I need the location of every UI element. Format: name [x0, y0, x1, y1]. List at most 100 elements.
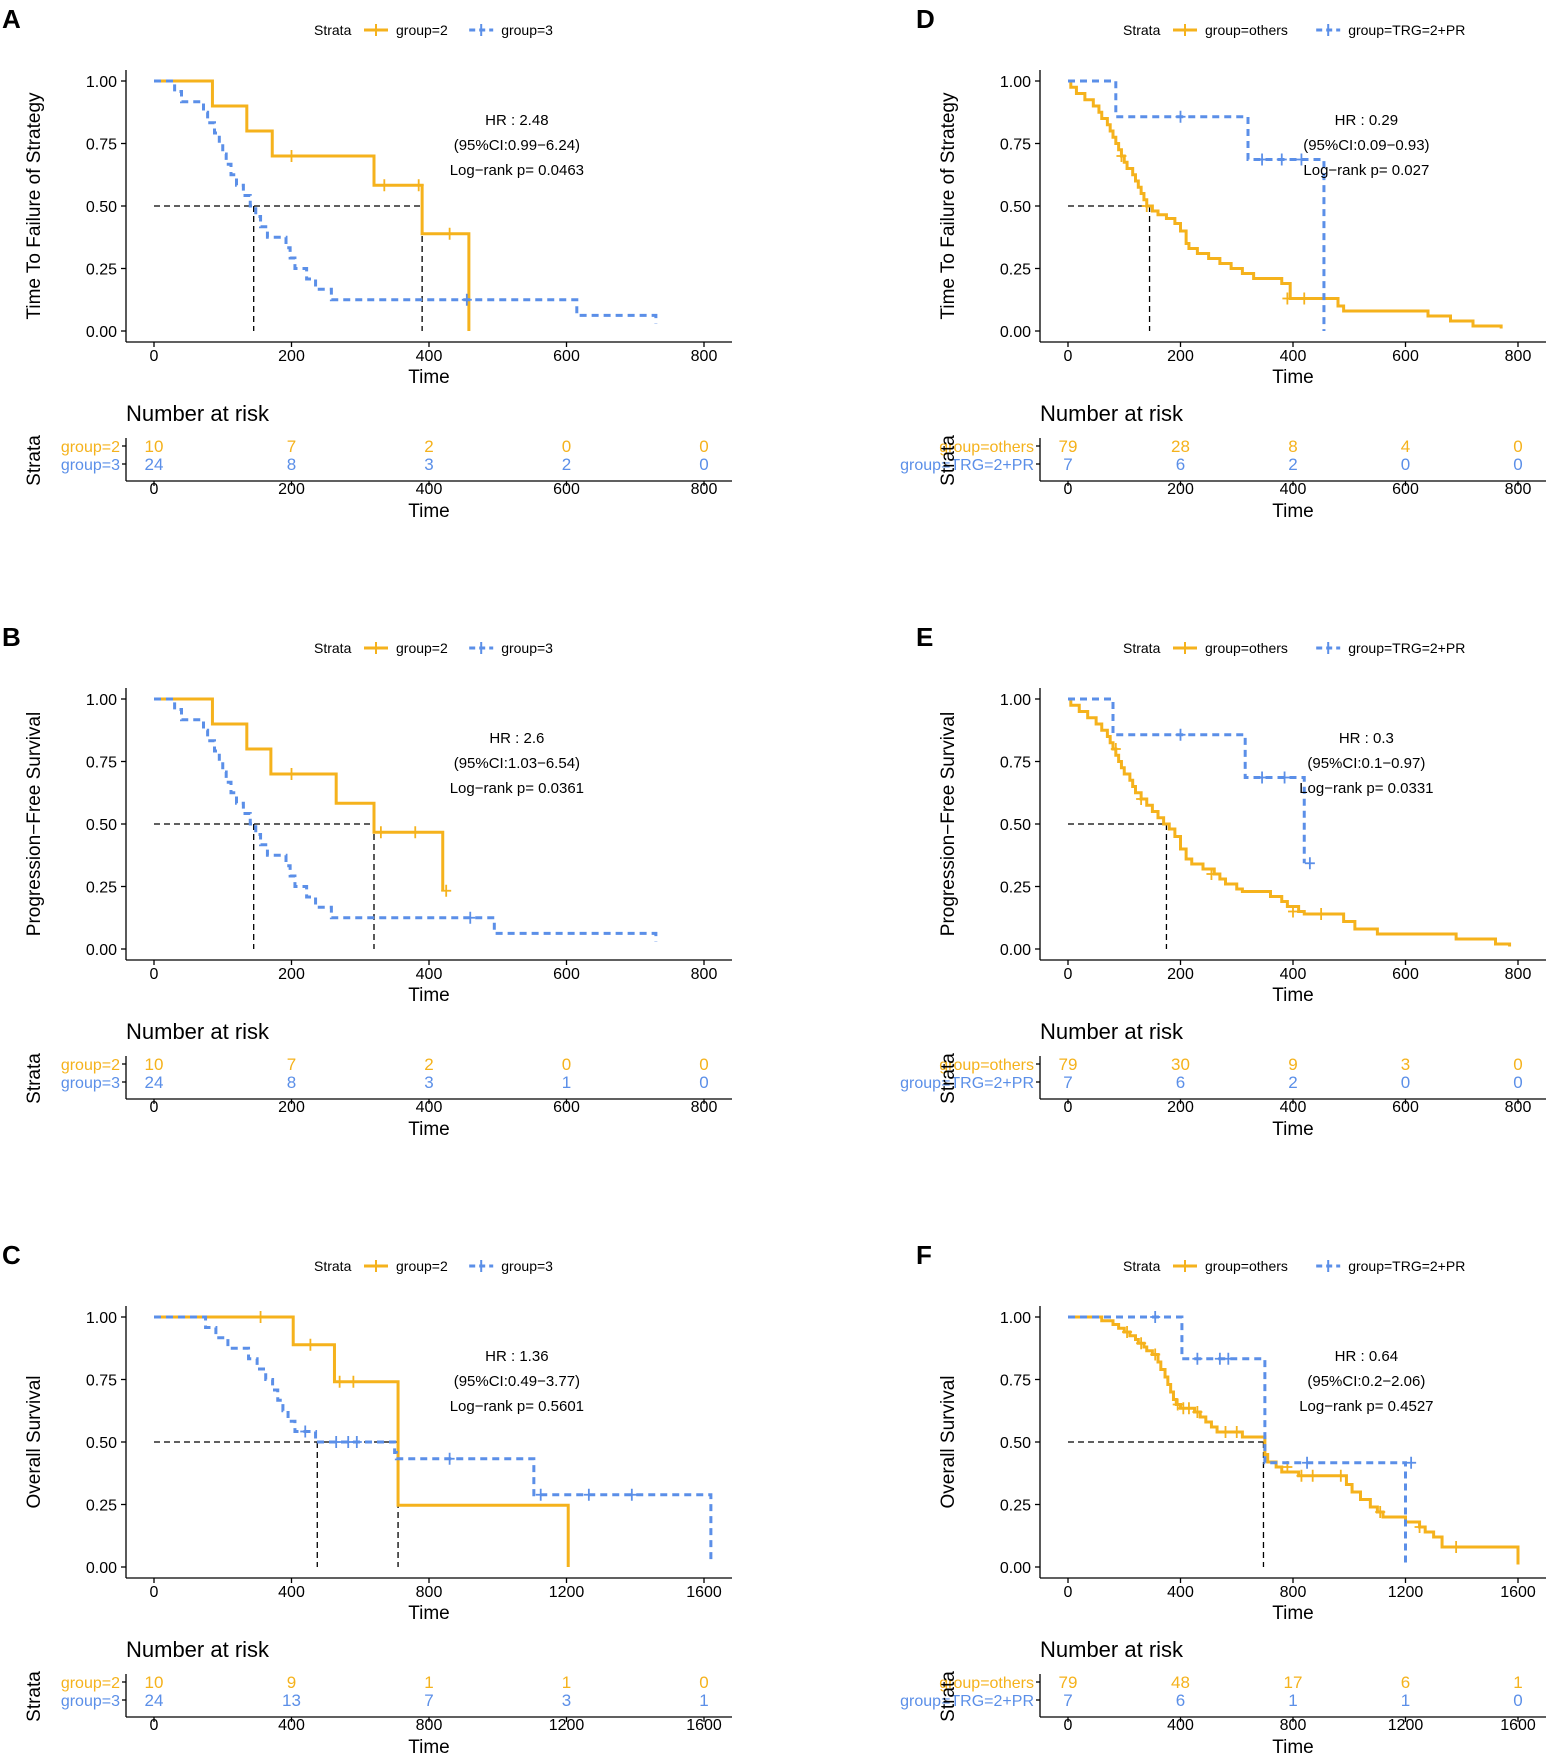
- legend-label: group=2: [396, 22, 448, 38]
- risk-x-axis-label: Time: [408, 1119, 450, 1140]
- y-tick-label: 0.50: [86, 199, 117, 216]
- x-tick-label: 200: [278, 348, 305, 365]
- risk-count: 13: [282, 1691, 301, 1710]
- risk-count: 8: [287, 1073, 296, 1092]
- x-tick-label: 1200: [1388, 1584, 1424, 1601]
- legend-label: group=3: [501, 640, 553, 656]
- risk-row-label: group=TRG=2+PR: [900, 1693, 1034, 1710]
- risk-x-tick-label: 400: [1167, 1717, 1194, 1734]
- x-tick-label: 600: [553, 348, 580, 365]
- p-text: Log−rank p= 0.4527: [1299, 1398, 1433, 1415]
- x-tick-label: 600: [553, 966, 580, 983]
- risk-count: 8: [1288, 437, 1297, 456]
- x-tick-label: 800: [1505, 348, 1532, 365]
- risk-y-axis-label: Strata: [938, 435, 959, 486]
- x-tick-label: 800: [1505, 966, 1532, 983]
- risk-x-tick-label: 1200: [549, 1717, 585, 1734]
- risk-row-label: group=others: [939, 1675, 1034, 1692]
- x-tick-label: 600: [1392, 966, 1419, 983]
- panel-letter: D: [916, 4, 935, 34]
- risk-count: 3: [424, 455, 433, 474]
- y-tick-label: 0.25: [1000, 880, 1031, 897]
- risk-x-tick-label: 800: [1280, 1717, 1307, 1734]
- x-tick-label: 0: [150, 348, 159, 365]
- x-tick-label: 0: [150, 966, 159, 983]
- legend-title: Strata: [1123, 1258, 1161, 1274]
- km-curve-2: [154, 79, 658, 324]
- risk-count: 8: [287, 455, 296, 474]
- risk-count: 0: [1513, 437, 1522, 456]
- y-tick-label: 0.00: [86, 942, 117, 959]
- risk-count: 6: [1176, 1073, 1185, 1092]
- risk-count: 2: [424, 437, 433, 456]
- y-tick-label: 0.25: [86, 262, 117, 279]
- risk-title: Number at risk: [1040, 1019, 1184, 1044]
- ci-text: (95%CI:0.2−2.06): [1307, 1373, 1425, 1390]
- y-tick-label: 0.50: [86, 817, 117, 834]
- risk-count: 24: [145, 1691, 164, 1710]
- risk-x-tick-label: 200: [1167, 481, 1194, 498]
- risk-count: 1: [1513, 1673, 1522, 1692]
- y-tick-label: 0.75: [1000, 1373, 1031, 1390]
- x-tick-label: 400: [1167, 1584, 1194, 1601]
- y-tick-label: 0.00: [86, 324, 117, 341]
- km-curve-1: [154, 79, 471, 331]
- legend-title: Strata: [1123, 22, 1161, 38]
- legend-label: group=others: [1205, 640, 1288, 656]
- risk-count: 1: [1401, 1691, 1410, 1710]
- risk-row-label: group=2: [61, 1675, 120, 1692]
- risk-row-label: group=TRG=2+PR: [900, 457, 1034, 474]
- legend-title: Strata: [314, 1258, 352, 1274]
- risk-x-tick-label: 200: [278, 481, 305, 498]
- km-curve-1: [154, 697, 445, 891]
- risk-x-tick-label: 1600: [686, 1717, 722, 1734]
- risk-count: 0: [1513, 1691, 1522, 1710]
- risk-count: 7: [287, 437, 296, 456]
- risk-count: 4: [1401, 437, 1410, 456]
- p-text: Log−rank p= 0.5601: [450, 1398, 584, 1415]
- ci-text: (95%CI:0.49−3.77): [454, 1373, 580, 1390]
- legend-label: group=3: [501, 22, 553, 38]
- risk-x-tick-label: 1600: [1500, 1717, 1536, 1734]
- risk-count: 9: [1288, 1055, 1297, 1074]
- risk-count: 24: [145, 455, 164, 474]
- legend-title: Strata: [314, 22, 352, 38]
- y-tick-label: 1.00: [86, 692, 117, 709]
- risk-y-axis-label: Strata: [24, 1053, 45, 1104]
- panel-letter: B: [2, 622, 21, 652]
- risk-count: 0: [699, 437, 708, 456]
- panel-c: C Strata group=2 group=30.000.250.500.751.0…: [2, 1240, 732, 1758]
- km-curve-1: [154, 1315, 570, 1567]
- risk-count: 10: [145, 437, 164, 456]
- hr-text: HR : 2.6: [489, 730, 544, 747]
- risk-row-label: group=TRG=2+PR: [900, 1075, 1034, 1092]
- legend-title: Strata: [314, 640, 352, 656]
- panel-letter: C: [2, 1240, 21, 1270]
- y-tick-label: 0.75: [86, 137, 117, 154]
- y-tick-label: 0.50: [1000, 817, 1031, 834]
- y-tick-label: 1.00: [1000, 1310, 1031, 1327]
- risk-x-axis-label: Time: [1272, 1737, 1314, 1758]
- risk-x-axis-label: Time: [1272, 1119, 1314, 1140]
- risk-count: 7: [1063, 455, 1072, 474]
- x-tick-label: 800: [691, 966, 718, 983]
- risk-x-tick-label: 400: [416, 481, 443, 498]
- risk-x-tick-label: 600: [553, 481, 580, 498]
- y-tick-label: 0.00: [1000, 1560, 1031, 1577]
- x-tick-label: 0: [1064, 966, 1073, 983]
- legend-label: group=3: [501, 1258, 553, 1274]
- y-tick-label: 0.50: [86, 1435, 117, 1452]
- risk-count: 1: [562, 1073, 571, 1092]
- y-tick-label: 1.00: [86, 74, 117, 91]
- p-text: Log−rank p= 0.0331: [1299, 780, 1433, 797]
- risk-row-label: group=3: [61, 1075, 120, 1092]
- ci-text: (95%CI:0.09−0.93): [1303, 137, 1429, 154]
- km-curve-2: [154, 1315, 713, 1560]
- hr-text: HR : 1.36: [485, 1348, 548, 1365]
- y-tick-label: 1.00: [86, 1310, 117, 1327]
- panel-a: A Strata group=2 group=30.000.250.500.751.0…: [2, 4, 732, 522]
- risk-count: 0: [562, 1055, 571, 1074]
- risk-count: 48: [1171, 1673, 1190, 1692]
- risk-count: 2: [1288, 1073, 1297, 1092]
- risk-row-label: group=2: [61, 439, 120, 456]
